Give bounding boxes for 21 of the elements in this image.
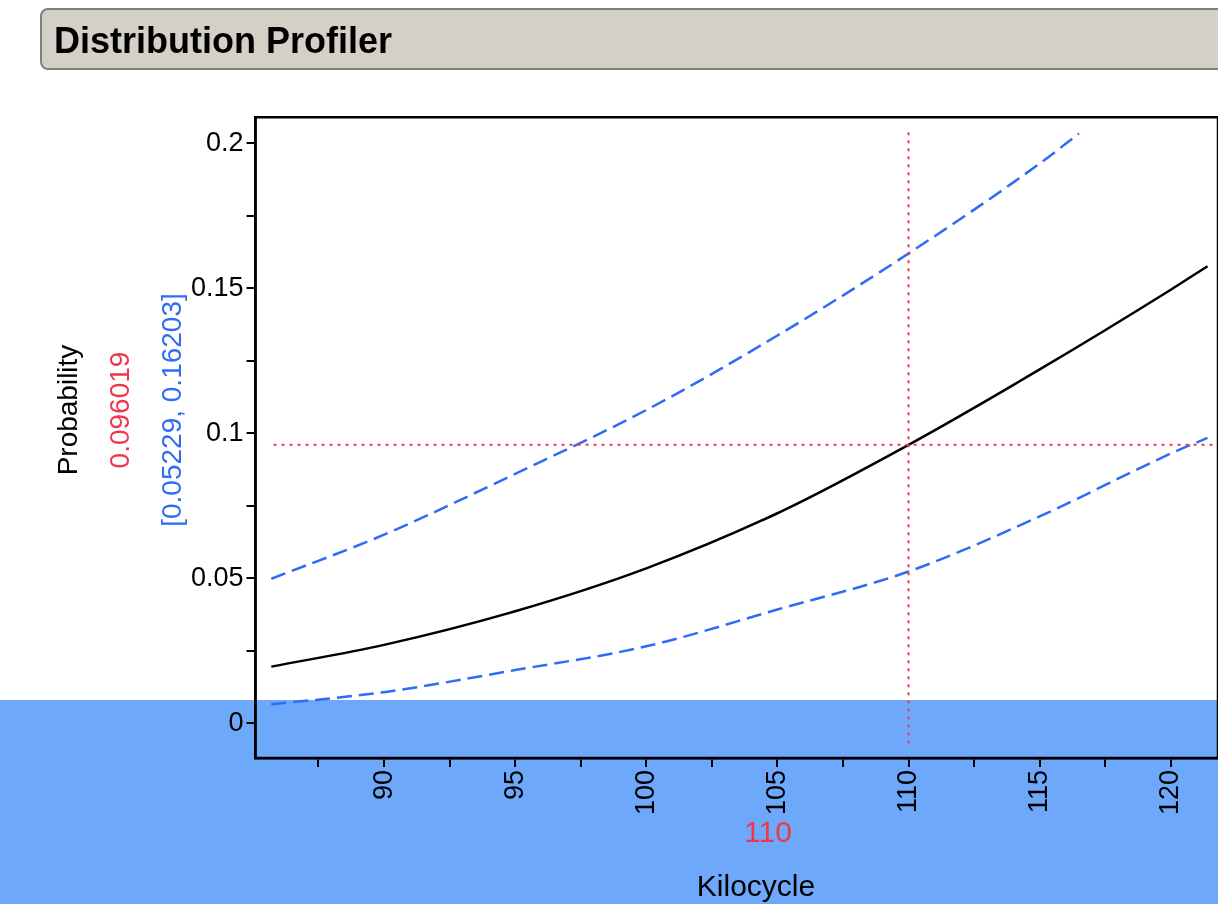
x-tick-label: 115 xyxy=(1023,769,1054,813)
text: [0.05229, 0.16203] xyxy=(156,293,188,527)
x-tick-label: 105 xyxy=(760,769,791,816)
y-tick-label: 0.15 xyxy=(190,271,244,302)
x-axis-title: Kilocycle xyxy=(696,869,816,903)
y-axis-title: Probability xyxy=(52,344,84,476)
chart-title: Distribution Profiler xyxy=(54,20,393,62)
line-series xyxy=(270,436,1209,706)
x-tick-label: 120 xyxy=(1154,769,1185,816)
line-series xyxy=(270,132,1081,581)
x-tick-label: 100 xyxy=(629,769,660,816)
y-tick-label: 0.1 xyxy=(206,416,244,447)
y-tick-label: 0.2 xyxy=(206,126,244,157)
line-series xyxy=(270,264,1209,668)
x-tick-label: 90 xyxy=(367,769,398,800)
text: 0.096019 xyxy=(104,351,136,469)
x-tick-label: 110 xyxy=(892,769,922,813)
text: 110 xyxy=(744,815,792,849)
y-tick-label: 0 xyxy=(228,706,244,737)
x-tick-label: 95 xyxy=(498,769,529,800)
y-tick-label: 0.05 xyxy=(190,561,244,592)
